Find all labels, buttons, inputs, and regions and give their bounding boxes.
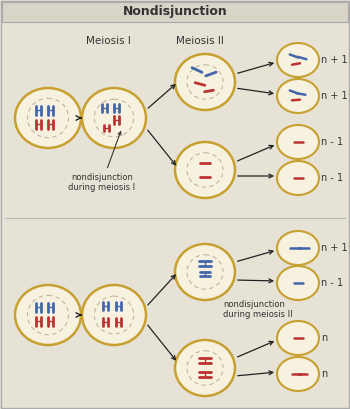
Ellipse shape <box>277 231 319 265</box>
Ellipse shape <box>277 357 319 391</box>
Bar <box>2 2 348 22</box>
Text: n - 1: n - 1 <box>321 278 343 288</box>
Text: n: n <box>321 369 327 379</box>
Ellipse shape <box>277 43 319 77</box>
Text: nondisjunction
during meiosis II: nondisjunction during meiosis II <box>223 300 293 319</box>
Text: Nondisjunction: Nondisjunction <box>122 5 228 18</box>
Text: Meiosis I: Meiosis I <box>85 36 131 46</box>
Text: n: n <box>321 333 327 343</box>
Text: n - 1: n - 1 <box>321 137 343 147</box>
Ellipse shape <box>175 340 235 396</box>
Ellipse shape <box>175 244 235 300</box>
Ellipse shape <box>15 285 81 345</box>
Text: nondisjunction
during meiosis I: nondisjunction during meiosis I <box>69 132 135 192</box>
Ellipse shape <box>175 54 235 110</box>
Text: n + 1: n + 1 <box>321 91 348 101</box>
Text: n + 1: n + 1 <box>321 243 348 253</box>
Ellipse shape <box>15 88 81 148</box>
Text: Meiosis II: Meiosis II <box>176 36 224 46</box>
Text: n + 1: n + 1 <box>321 55 348 65</box>
Ellipse shape <box>82 285 146 345</box>
Ellipse shape <box>277 79 319 113</box>
Ellipse shape <box>277 125 319 159</box>
Ellipse shape <box>277 266 319 300</box>
Text: n - 1: n - 1 <box>321 173 343 183</box>
Ellipse shape <box>277 161 319 195</box>
Ellipse shape <box>82 88 146 148</box>
Ellipse shape <box>175 142 235 198</box>
Ellipse shape <box>277 321 319 355</box>
